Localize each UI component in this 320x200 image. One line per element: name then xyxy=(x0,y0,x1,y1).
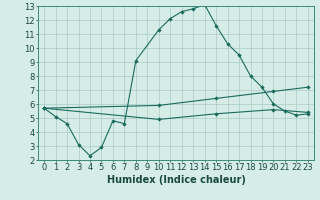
X-axis label: Humidex (Indice chaleur): Humidex (Indice chaleur) xyxy=(107,175,245,185)
